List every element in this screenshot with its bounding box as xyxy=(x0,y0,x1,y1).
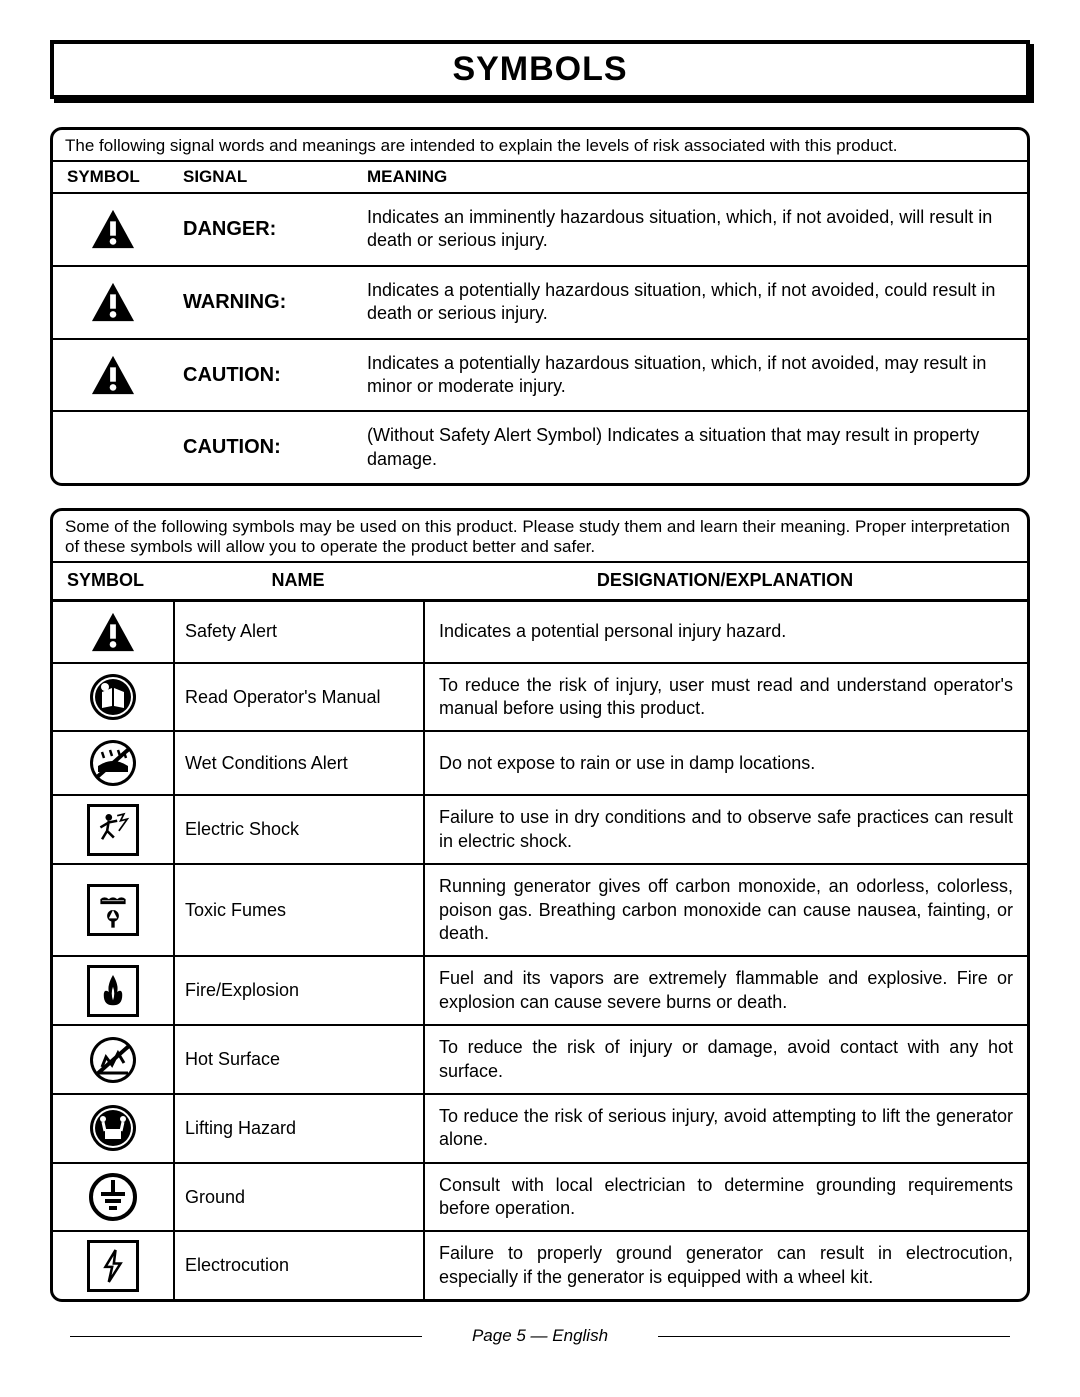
signal-icon-cell xyxy=(53,267,173,338)
signal-word: DANGER: xyxy=(173,194,363,265)
symbol-header-row: SYMBOL NAME DESIGNATION/EXPLANATION xyxy=(53,563,1027,601)
signal-row: DANGER:Indicates an imminently hazardous… xyxy=(53,194,1027,267)
hdr-symbol: SYMBOL xyxy=(53,162,173,192)
symbol-desc: Running generator gives off carbon monox… xyxy=(423,865,1027,955)
page-title-box: SYMBOLS xyxy=(50,40,1030,99)
symbol-name: Lifting Hazard xyxy=(173,1095,423,1162)
symbol-name: Electrocution xyxy=(173,1232,423,1299)
symbol-row: Fire/ExplosionFuel and its vapors are ex… xyxy=(53,957,1027,1026)
electrocution-icon xyxy=(53,1232,173,1299)
symbol-row: Toxic FumesRunning generator gives off c… xyxy=(53,865,1027,957)
symbol-desc: Indicates a potential personal injury ha… xyxy=(423,602,1027,662)
signal-meaning: (Without Safety Alert Symbol) Indicates … xyxy=(363,412,1027,483)
alert-icon xyxy=(53,602,173,662)
symbol-desc: Failure to properly ground generator can… xyxy=(423,1232,1027,1299)
symbol-name: Hot Surface xyxy=(173,1026,423,1093)
hdr2-name: NAME xyxy=(173,563,423,598)
symbol-row: Electric ShockFailure to use in dry cond… xyxy=(53,796,1027,865)
signal-row: WARNING:Indicates a potentially hazardou… xyxy=(53,267,1027,340)
hdr2-symbol: SYMBOL xyxy=(53,563,173,598)
signal-word: CAUTION: xyxy=(173,340,363,411)
signal-word: WARNING: xyxy=(173,267,363,338)
signal-intro: The following signal words and meanings … xyxy=(53,130,1027,162)
symbol-name: Safety Alert xyxy=(173,602,423,662)
signal-row: CAUTION:(Without Safety Alert Symbol) In… xyxy=(53,412,1027,483)
symbol-desc: Failure to use in dry conditions and to … xyxy=(423,796,1027,863)
manual-icon xyxy=(53,664,173,731)
wet-icon xyxy=(53,732,173,794)
symbol-row: Lifting HazardTo reduce the risk of seri… xyxy=(53,1095,1027,1164)
symbol-desc: To reduce the risk of injury, user must … xyxy=(423,664,1027,731)
signal-meaning: Indicates a potentially hazardous situat… xyxy=(363,340,1027,411)
symbol-desc: To reduce the risk of injury or damage, … xyxy=(423,1026,1027,1093)
symbol-desc: Do not expose to rain or use in damp loc… xyxy=(423,732,1027,794)
signal-icon-cell xyxy=(53,412,173,483)
lift-icon xyxy=(53,1095,173,1162)
symbol-row: ElectrocutionFailure to properly ground … xyxy=(53,1232,1027,1299)
signal-word: CAUTION: xyxy=(173,412,363,483)
symbol-row: Hot SurfaceTo reduce the risk of injury … xyxy=(53,1026,1027,1095)
fumes-icon xyxy=(53,865,173,955)
signal-meaning: Indicates an imminently hazardous situat… xyxy=(363,194,1027,265)
symbol-name: Read Operator's Manual xyxy=(173,664,423,731)
signal-header-row: SYMBOL SIGNAL MEANING xyxy=(53,162,1027,194)
signal-row: CAUTION:Indicates a potentially hazardou… xyxy=(53,340,1027,413)
page-title: SYMBOLS xyxy=(54,50,1026,89)
hdr2-designation: DESIGNATION/EXPLANATION xyxy=(423,563,1027,598)
symbol-row: Wet Conditions AlertDo not expose to rai… xyxy=(53,732,1027,796)
symbol-row: Read Operator's ManualTo reduce the risk… xyxy=(53,664,1027,733)
fire-icon xyxy=(53,957,173,1024)
symbol-defs-panel: Some of the following symbols may be use… xyxy=(50,508,1030,1302)
signal-icon-cell xyxy=(53,194,173,265)
signal-meaning: Indicates a potentially hazardous situat… xyxy=(363,267,1027,338)
symbol-desc: To reduce the risk of serious injury, av… xyxy=(423,1095,1027,1162)
symbol-intro: Some of the following symbols may be use… xyxy=(53,511,1027,563)
symbol-name: Wet Conditions Alert xyxy=(173,732,423,794)
signal-icon-cell xyxy=(53,340,173,411)
symbol-name: Electric Shock xyxy=(173,796,423,863)
symbol-desc: Consult with local electrician to determ… xyxy=(423,1164,1027,1231)
hdr-signal: SIGNAL xyxy=(173,162,363,192)
symbol-name: Toxic Fumes xyxy=(173,865,423,955)
hot-icon xyxy=(53,1026,173,1093)
signal-words-panel: The following signal words and meanings … xyxy=(50,127,1030,486)
hdr-meaning: MEANING xyxy=(363,162,1027,192)
symbol-name: Ground xyxy=(173,1164,423,1231)
symbol-desc: Fuel and its vapors are extremely flamma… xyxy=(423,957,1027,1024)
symbol-row: Safety AlertIndicates a potential person… xyxy=(53,602,1027,664)
ground-icon xyxy=(53,1164,173,1231)
symbol-name: Fire/Explosion xyxy=(173,957,423,1024)
symbol-row: GroundConsult with local electrician to … xyxy=(53,1164,1027,1233)
shock-icon xyxy=(53,796,173,863)
page-footer: Page 5 — English xyxy=(50,1326,1030,1346)
